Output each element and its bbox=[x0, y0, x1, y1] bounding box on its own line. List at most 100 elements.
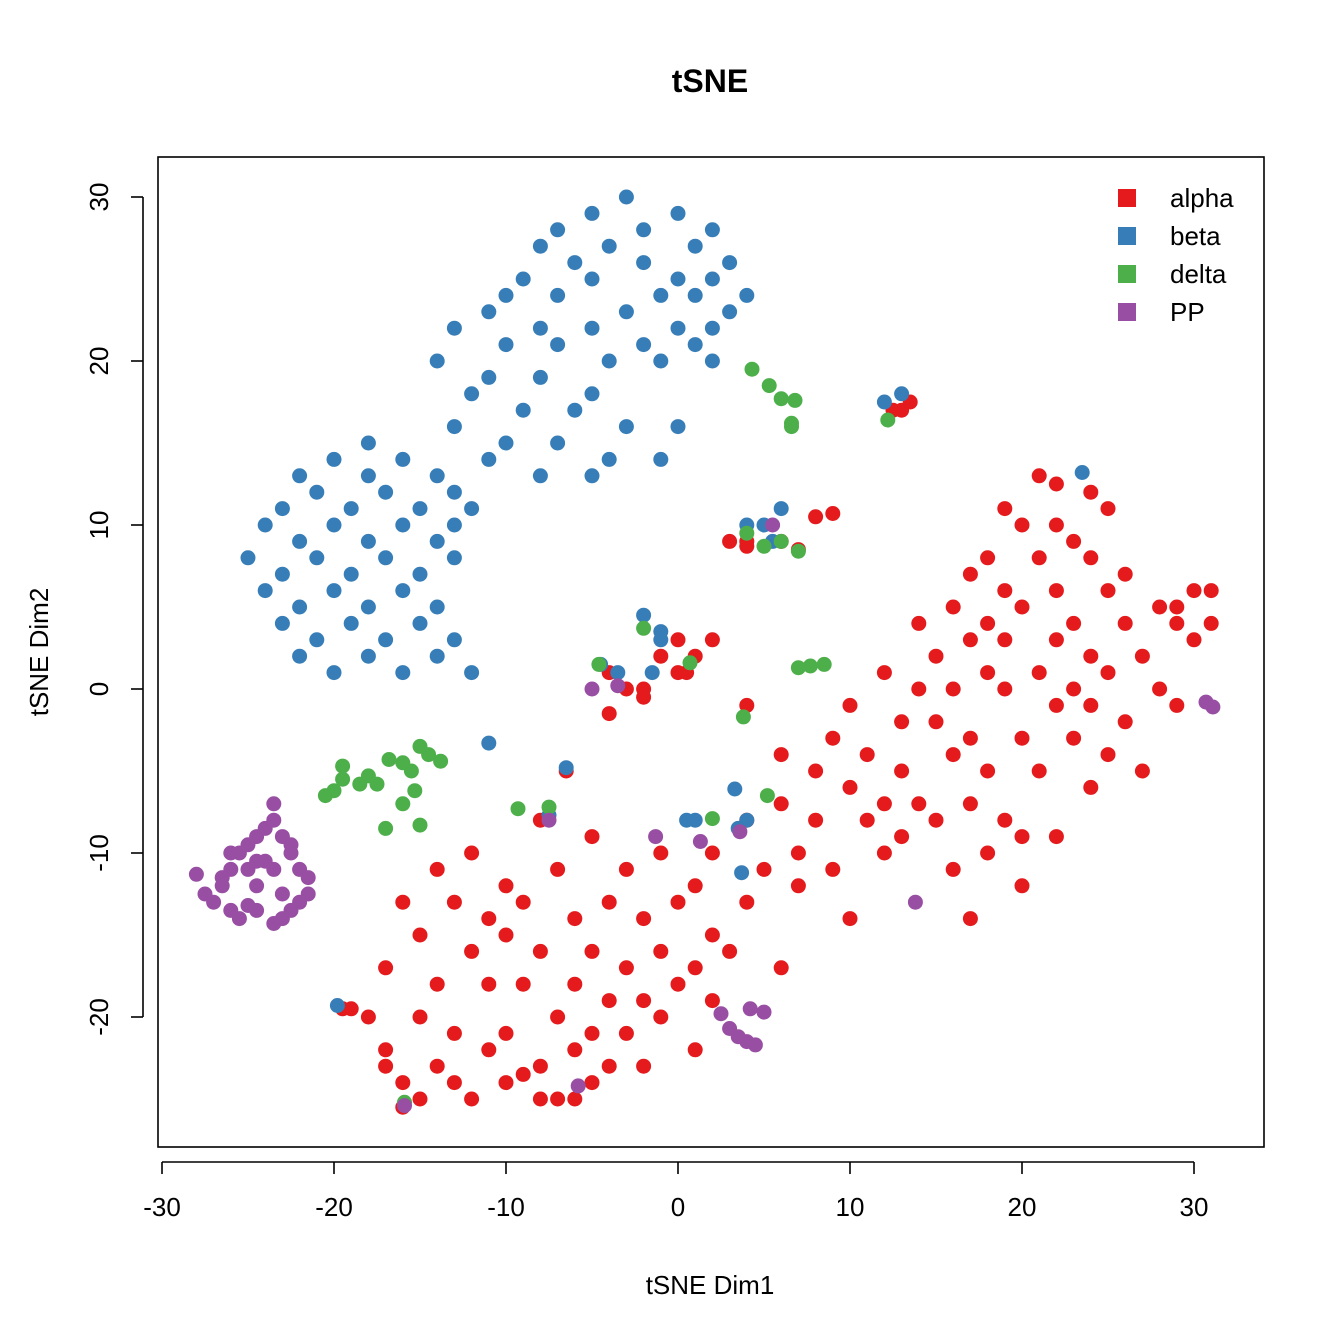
point-alpha-74 bbox=[928, 812, 944, 828]
point-alpha-25 bbox=[1169, 615, 1185, 631]
point-alpha-139 bbox=[601, 1058, 617, 1074]
point-delta-13 bbox=[816, 656, 832, 672]
point-beta-48 bbox=[601, 451, 617, 467]
point-PP-41 bbox=[397, 1098, 412, 1114]
point-alpha-122 bbox=[636, 993, 652, 1009]
point-alpha-124 bbox=[704, 993, 720, 1009]
point-alpha-31 bbox=[1048, 632, 1064, 648]
point-beta-119 bbox=[679, 812, 695, 828]
point-beta-36 bbox=[429, 353, 445, 369]
point-alpha-40 bbox=[876, 665, 892, 681]
point-beta-5 bbox=[550, 222, 566, 238]
point-beta-56 bbox=[292, 468, 308, 484]
point-delta-1 bbox=[761, 378, 777, 394]
point-beta-82 bbox=[395, 583, 411, 599]
point-alpha-130 bbox=[584, 1025, 600, 1041]
legend-label-PP: PP bbox=[1170, 297, 1205, 327]
point-alpha-113 bbox=[653, 943, 669, 959]
point-alpha-45 bbox=[1083, 697, 1099, 713]
point-beta-18 bbox=[687, 287, 703, 303]
point-alpha-114 bbox=[687, 960, 703, 976]
point-alpha-119 bbox=[515, 976, 531, 992]
point-delta-15 bbox=[636, 620, 652, 636]
point-alpha-39 bbox=[1152, 681, 1168, 697]
point-beta-6 bbox=[532, 238, 548, 254]
point-alpha-19 bbox=[1203, 583, 1219, 599]
point-beta-101 bbox=[481, 735, 497, 751]
point-PP-0 bbox=[188, 866, 204, 882]
point-delta-33 bbox=[378, 820, 394, 836]
x-axis: -30 -20 -10 0 10 20 30 bbox=[143, 1161, 1208, 1222]
point-beta-45 bbox=[446, 419, 462, 435]
point-beta-78 bbox=[343, 566, 359, 582]
point-beta-28 bbox=[636, 337, 652, 353]
point-alpha-9 bbox=[1031, 550, 1047, 566]
point-PP-49 bbox=[584, 681, 600, 697]
point-beta-17 bbox=[653, 287, 669, 303]
point-alpha-30 bbox=[997, 632, 1013, 648]
point-PP-30 bbox=[223, 845, 239, 861]
point-alpha-68 bbox=[997, 812, 1013, 828]
point-alpha-129 bbox=[550, 1009, 566, 1025]
point-beta-87 bbox=[343, 615, 359, 631]
point-alpha-174 bbox=[739, 697, 755, 713]
point-alpha-131 bbox=[618, 1025, 634, 1041]
point-alpha-125 bbox=[360, 1009, 376, 1025]
point-alpha-97 bbox=[653, 845, 669, 861]
point-beta-21 bbox=[550, 287, 566, 303]
point-beta-66 bbox=[257, 517, 273, 533]
point-PP-32 bbox=[283, 837, 299, 853]
point-alpha-69 bbox=[1048, 829, 1064, 845]
point-alpha-34 bbox=[928, 648, 944, 664]
point-PP-44 bbox=[692, 834, 708, 849]
point-PP-51 bbox=[610, 678, 626, 694]
point-alpha-57 bbox=[859, 747, 875, 763]
point-PP-28 bbox=[249, 878, 265, 894]
point-alpha-86 bbox=[842, 911, 858, 927]
point-alpha-143 bbox=[498, 1075, 514, 1091]
point-beta-14 bbox=[739, 287, 755, 303]
point-alpha-152 bbox=[773, 960, 789, 976]
point-beta-96 bbox=[395, 665, 411, 681]
point-PP-43 bbox=[648, 829, 664, 845]
point-alpha-22 bbox=[1014, 599, 1030, 615]
plot-frame bbox=[157, 156, 1265, 1148]
point-beta-63 bbox=[343, 501, 359, 517]
point-delta-22 bbox=[335, 758, 351, 774]
point-beta-116 bbox=[610, 665, 626, 681]
x-tick-label: 20 bbox=[1008, 1192, 1037, 1222]
point-alpha-140 bbox=[636, 1058, 652, 1074]
point-alpha-58 bbox=[894, 763, 910, 779]
point-alpha-66 bbox=[911, 796, 927, 812]
point-beta-52 bbox=[584, 468, 600, 484]
point-delta-9 bbox=[773, 533, 789, 549]
point-beta-41 bbox=[515, 402, 531, 418]
point-delta-20 bbox=[541, 799, 557, 815]
points-layer bbox=[188, 189, 1221, 1115]
point-beta-54 bbox=[326, 451, 342, 467]
point-beta-117 bbox=[644, 665, 660, 681]
point-alpha-26 bbox=[1186, 632, 1202, 648]
point-alpha-160 bbox=[808, 509, 824, 525]
point-beta-44 bbox=[670, 419, 686, 435]
legend-swatch-delta bbox=[1118, 265, 1136, 283]
point-alpha-55 bbox=[1134, 763, 1150, 779]
point-beta-8 bbox=[687, 238, 703, 254]
point-alpha-12 bbox=[962, 566, 978, 582]
point-beta-76 bbox=[446, 550, 462, 566]
point-PP-48 bbox=[1205, 699, 1221, 715]
point-beta-90 bbox=[378, 632, 394, 648]
point-alpha-111 bbox=[584, 943, 600, 959]
point-PP-33 bbox=[713, 1006, 729, 1022]
point-alpha-133 bbox=[687, 1042, 703, 1058]
point-beta-93 bbox=[360, 648, 376, 664]
point-alpha-32 bbox=[1083, 648, 1099, 664]
point-beta-29 bbox=[687, 337, 703, 353]
point-alpha-105 bbox=[670, 894, 686, 910]
point-alpha-134 bbox=[378, 1042, 394, 1058]
point-alpha-156 bbox=[722, 533, 738, 549]
y-axis: -20 -10 0 10 20 30 bbox=[84, 183, 144, 1036]
point-alpha-61 bbox=[1031, 763, 1047, 779]
legend-label-delta: delta bbox=[1170, 259, 1227, 289]
point-alpha-121 bbox=[601, 993, 617, 1009]
